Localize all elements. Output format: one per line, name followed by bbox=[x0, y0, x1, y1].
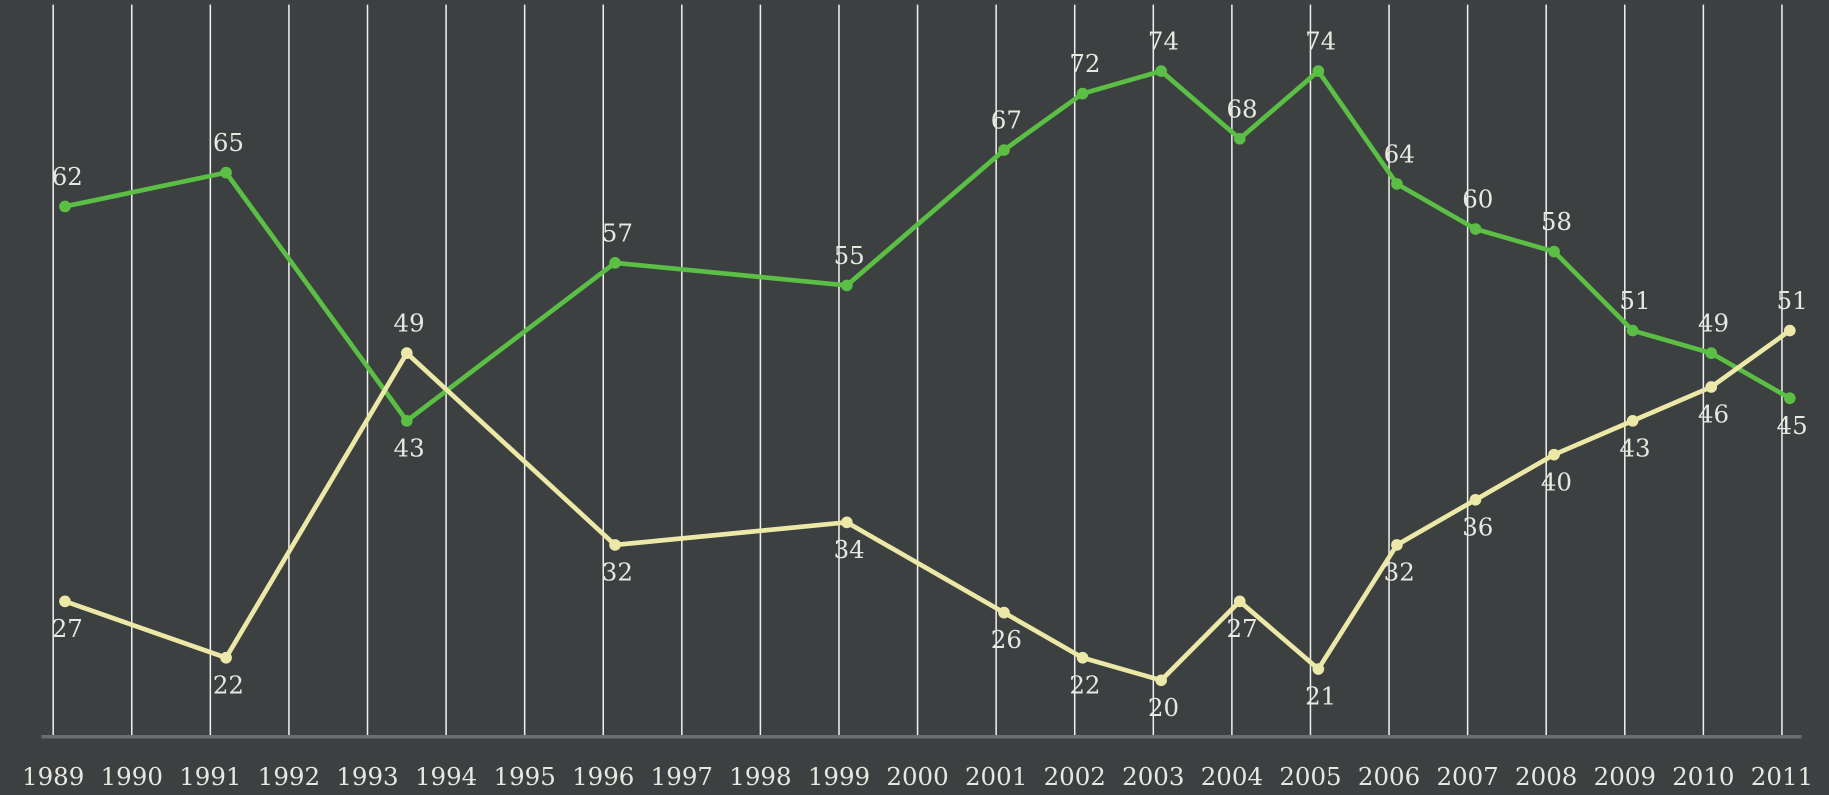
x-tick-label: 1993 bbox=[336, 762, 398, 791]
x-tick-label: 1989 bbox=[22, 762, 84, 791]
x-tick-label: 2005 bbox=[1279, 762, 1341, 791]
point bbox=[841, 516, 853, 529]
point bbox=[1312, 663, 1325, 675]
data-label: 27 bbox=[52, 614, 83, 643]
x-tick-label: 2000 bbox=[886, 762, 948, 791]
point bbox=[1705, 381, 1718, 393]
data-label: 22 bbox=[1069, 670, 1100, 699]
point bbox=[220, 651, 232, 664]
point bbox=[841, 279, 853, 292]
x-tick-label: 2004 bbox=[1201, 762, 1263, 791]
point bbox=[609, 257, 621, 269]
point bbox=[1155, 65, 1167, 77]
point bbox=[609, 539, 621, 551]
point bbox=[1626, 324, 1639, 337]
series-line bbox=[64, 328, 1792, 683]
point bbox=[1312, 65, 1325, 77]
point bbox=[1155, 674, 1167, 687]
data-label: 43 bbox=[394, 433, 425, 462]
x-tick-label: 2006 bbox=[1358, 762, 1420, 791]
x-tick-label: 2010 bbox=[1672, 762, 1734, 791]
data-label: 26 bbox=[991, 625, 1022, 654]
x-tick-label: 1991 bbox=[179, 762, 241, 791]
data-label: 60 bbox=[1462, 185, 1493, 214]
x-tick-label: 2002 bbox=[1044, 762, 1106, 791]
data-label: 74 bbox=[1305, 27, 1336, 56]
point bbox=[1391, 178, 1403, 190]
point bbox=[59, 595, 71, 608]
x-tick-label: 1994 bbox=[415, 762, 477, 791]
data-label: 51 bbox=[1619, 286, 1650, 315]
data-label: 74 bbox=[1148, 27, 1179, 56]
data-label: 65 bbox=[213, 128, 244, 157]
data-label: 20 bbox=[1148, 693, 1179, 722]
data-label: 32 bbox=[602, 558, 633, 587]
data-label: 58 bbox=[1541, 207, 1572, 236]
point bbox=[1783, 324, 1796, 337]
point bbox=[1233, 595, 1246, 608]
data-label: 40 bbox=[1541, 467, 1572, 496]
data-label: 22 bbox=[213, 670, 244, 699]
data-label: 43 bbox=[1619, 433, 1650, 462]
point bbox=[400, 347, 413, 359]
data-label: 27 bbox=[1227, 614, 1258, 643]
x-tick-label: 1999 bbox=[808, 762, 870, 791]
point bbox=[998, 606, 1010, 619]
point bbox=[998, 144, 1010, 156]
data-label: 45 bbox=[1777, 411, 1808, 440]
x-tick-label: 2011 bbox=[1751, 762, 1813, 791]
x-tick-label: 1990 bbox=[101, 762, 163, 791]
data-label: 36 bbox=[1462, 512, 1493, 541]
point bbox=[59, 200, 71, 213]
point bbox=[1783, 392, 1796, 405]
data-label: 49 bbox=[1698, 309, 1729, 338]
point bbox=[1548, 448, 1560, 461]
point bbox=[1469, 493, 1482, 506]
data-label: 46 bbox=[1698, 400, 1729, 429]
point bbox=[1233, 132, 1246, 145]
point bbox=[1391, 539, 1403, 551]
x-tick-label: 1992 bbox=[258, 762, 320, 791]
x-tick-label: 2001 bbox=[965, 762, 1027, 791]
data-label: 21 bbox=[1305, 682, 1336, 711]
data-label: 34 bbox=[834, 535, 865, 564]
x-tick-label: 1996 bbox=[572, 762, 634, 791]
series-line bbox=[64, 68, 1791, 424]
x-tick-label: 2009 bbox=[1594, 762, 1656, 791]
x-tick-label: 2008 bbox=[1515, 762, 1577, 791]
data-label: 49 bbox=[394, 309, 425, 338]
data-label: 62 bbox=[52, 162, 83, 191]
point bbox=[400, 414, 413, 427]
data-label: 68 bbox=[1227, 94, 1258, 123]
point bbox=[1705, 347, 1718, 359]
x-tick-label: 1997 bbox=[651, 762, 713, 791]
data-label: 67 bbox=[991, 106, 1022, 135]
point bbox=[1626, 414, 1639, 427]
x-tick-label: 1995 bbox=[494, 762, 556, 791]
data-label: 64 bbox=[1384, 139, 1415, 168]
point bbox=[220, 166, 232, 179]
x-tick-label: 2003 bbox=[1122, 762, 1184, 791]
data-label: 72 bbox=[1069, 49, 1100, 78]
x-tick-label: 2007 bbox=[1436, 762, 1498, 791]
point bbox=[1076, 651, 1089, 664]
data-label: 57 bbox=[602, 218, 633, 247]
data-label: 51 bbox=[1777, 286, 1808, 315]
x-tick-label: 1998 bbox=[729, 762, 791, 791]
data-label: 32 bbox=[1384, 558, 1415, 587]
data-label: 55 bbox=[834, 241, 865, 270]
point bbox=[1548, 245, 1560, 258]
point bbox=[1469, 223, 1482, 235]
point bbox=[1076, 87, 1089, 100]
